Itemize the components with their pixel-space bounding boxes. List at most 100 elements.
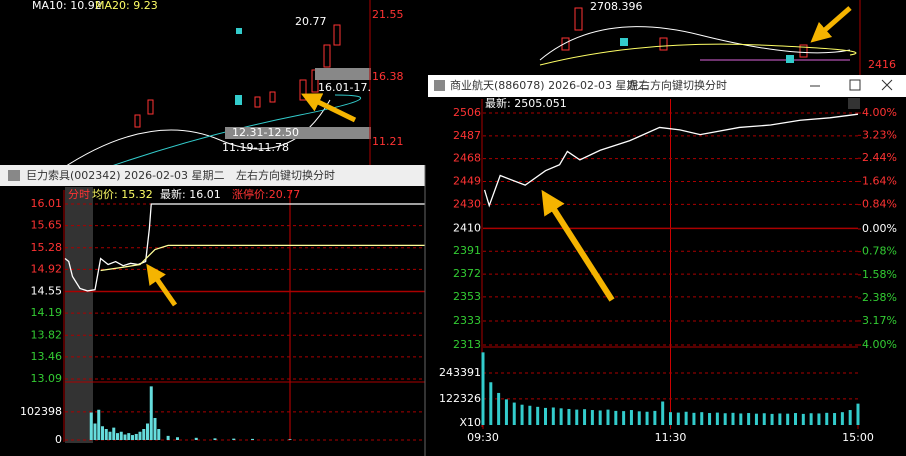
x-tick-label: 15:00	[842, 431, 874, 444]
background-label: 2708.396	[590, 0, 643, 13]
volume-bar	[825, 412, 829, 425]
volume-bar	[251, 438, 254, 440]
volume-bar	[89, 412, 93, 440]
y-tick-label: 2372	[453, 267, 481, 280]
header-label: 最新: 16.01	[160, 187, 221, 201]
volume-bar	[794, 413, 797, 425]
background-label: 16.01-17.	[318, 81, 371, 94]
window-title: 巨力索具(002342) 2026-02-03 星期二	[26, 168, 225, 182]
close-button[interactable]	[881, 79, 893, 91]
y-tick-label: 15.28	[31, 241, 63, 254]
background-label: 2416	[868, 58, 896, 71]
volume-bar	[692, 412, 696, 425]
volume-bar	[528, 405, 532, 425]
volume-bar	[629, 410, 633, 425]
chart-right: 最新: 2505.051 2506 2487 2468 2449 2430 2410 2391…	[439, 96, 897, 444]
volume-bar	[669, 412, 672, 425]
background-label: 11.19-11.78	[222, 141, 289, 154]
volume-tick-label: 243391	[439, 366, 481, 379]
volume-bar	[131, 435, 134, 440]
volume-bar	[194, 437, 198, 440]
y-tick-label: 15.65	[31, 219, 63, 232]
arrow	[810, 6, 852, 43]
volume-bar	[146, 423, 149, 440]
volume-bar	[112, 427, 116, 440]
title-bar	[428, 75, 906, 97]
volume-bar	[676, 412, 680, 425]
volume-bar	[622, 411, 626, 425]
y-tick-label: 2353	[453, 290, 481, 303]
volume-bar	[770, 413, 774, 425]
background-boxes	[225, 0, 861, 165]
background-label: 21.55	[372, 8, 404, 21]
header-label: 涨停价:20.77	[232, 187, 300, 201]
window-icon	[8, 170, 20, 181]
volume-bar	[536, 406, 540, 425]
volume-bar	[489, 382, 493, 425]
right-window: 商业航天(886078) 2026-02-03 星期二 左右方向键切换分时 最新…	[428, 75, 906, 456]
volume-bar	[715, 412, 719, 425]
y2-tick-label: 3.17%	[862, 314, 897, 327]
volume-bar	[108, 431, 112, 440]
volume-bar	[166, 435, 170, 440]
volume-bar	[786, 413, 790, 425]
background-label: 11.21	[372, 135, 404, 148]
volume-bar	[116, 433, 119, 440]
nav-button[interactable]	[848, 98, 860, 109]
volume-bar	[747, 413, 751, 425]
volume-bar	[583, 409, 587, 425]
volume-bar	[754, 413, 758, 425]
header-label: 最新: 2505.051	[485, 96, 567, 110]
volume-bar	[575, 409, 579, 425]
volume-tick-label: 0	[55, 433, 62, 446]
maximize-button[interactable]	[849, 79, 861, 91]
volume-bar	[149, 386, 153, 440]
y-tick-label: 14.92	[31, 262, 63, 275]
volume-bar	[157, 429, 161, 440]
volume-bar	[497, 392, 501, 425]
arrow	[301, 93, 357, 123]
volume-bar	[97, 409, 101, 440]
volume-bar	[567, 408, 571, 425]
price-line	[483, 113, 859, 208]
y-tick-label: 16.01	[31, 197, 63, 210]
window-hint: 左右方向键切换分时	[628, 78, 727, 92]
volume-bar	[232, 438, 236, 440]
volume-bar	[123, 434, 127, 440]
y-tick-label: 2468	[453, 152, 481, 165]
background-label: MA20: 9.23	[95, 0, 158, 12]
left-window: 巨力索具(002342) 2026-02-03 星期二 左右方向键切换分时 分时…	[0, 165, 426, 456]
volume-bar	[731, 412, 735, 425]
arrow	[541, 189, 615, 302]
volume-bar	[176, 437, 179, 440]
volume-bar	[661, 401, 665, 425]
background-label: 12.31-12.50	[232, 126, 299, 139]
y-tick-label: 14.55	[31, 285, 63, 298]
volume-bar	[833, 413, 837, 425]
volume-bar	[142, 429, 146, 440]
arrow	[146, 263, 178, 307]
chart-left: 分时 均价: 15.32 最新: 16.01 涨停价:20.77 16.01 15.65 1…	[20, 187, 425, 446]
volume-bar	[288, 439, 292, 440]
volume-bar	[684, 411, 688, 425]
y-tick-label: 2391	[453, 244, 481, 257]
background-label: 20.77	[295, 15, 327, 28]
y2-tick-label: 0.00%	[862, 222, 897, 235]
volume-bar	[848, 410, 852, 425]
volume-bar	[778, 413, 782, 425]
y2-tick-label: 0.84%	[862, 198, 897, 211]
y-tick-label: 2449	[453, 175, 481, 188]
y-tick-label: 2410	[453, 221, 481, 234]
volume-bar	[138, 431, 142, 440]
volume-bar	[551, 407, 555, 425]
volume-bar	[817, 413, 821, 425]
window-body	[428, 75, 906, 456]
volume-bar	[101, 426, 104, 440]
auction-band	[65, 187, 93, 443]
y-tick-label: 13.82	[31, 328, 63, 341]
volume-bar	[598, 410, 602, 425]
window-hint: 左右方向键切换分时	[236, 168, 335, 182]
y2-tick-label: 1.58%	[862, 268, 897, 281]
